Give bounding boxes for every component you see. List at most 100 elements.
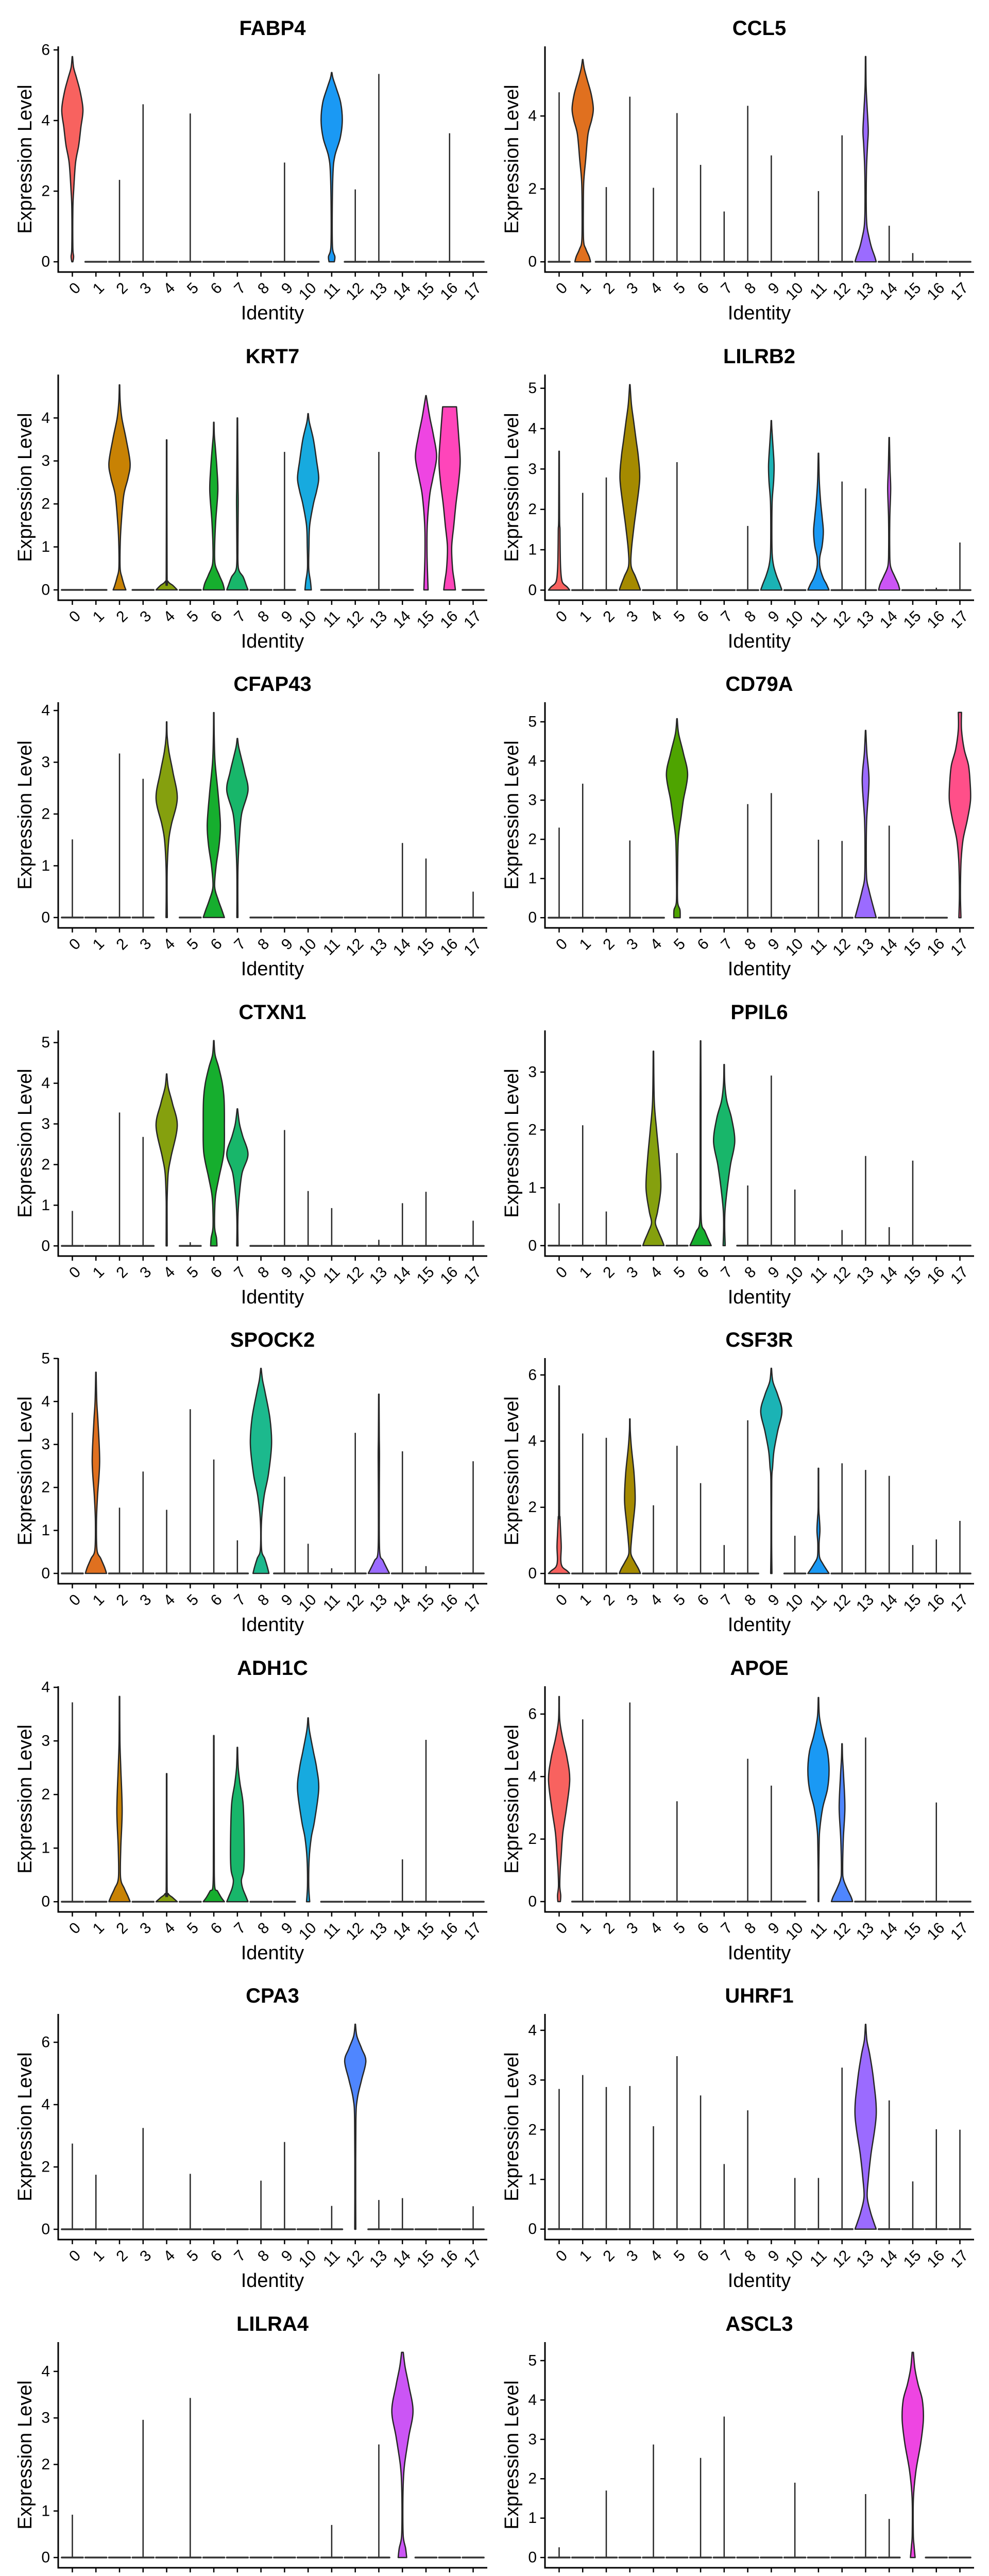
y-tick-label: 6 bbox=[41, 2034, 50, 2051]
x-tick-label: 4 bbox=[160, 607, 178, 625]
violin-body bbox=[226, 738, 249, 919]
violin-panel: LILRA40123401234567891011121314151617Ide… bbox=[14, 2313, 487, 2576]
x-tick-label: 5 bbox=[671, 2247, 689, 2265]
x-tick-label: 15 bbox=[900, 1919, 925, 1943]
x-tick-label: 10 bbox=[296, 1919, 320, 1943]
y-tick-label: 0 bbox=[41, 1565, 50, 1582]
y-tick-label: 2 bbox=[528, 180, 537, 197]
cluster-violin bbox=[736, 804, 759, 919]
x-axis-title: Identity bbox=[728, 302, 791, 324]
violin-body bbox=[712, 1063, 736, 1246]
cluster-violin bbox=[548, 1203, 571, 1247]
y-tick-label: 4 bbox=[528, 1768, 537, 1785]
x-axis-title: Identity bbox=[728, 958, 791, 980]
x-tick-label: 10 bbox=[296, 279, 320, 303]
cluster-violin bbox=[414, 858, 438, 919]
violin-body bbox=[108, 384, 131, 590]
violin-body bbox=[415, 395, 437, 590]
y-tick-label: 4 bbox=[41, 112, 50, 129]
x-tick-label: 11 bbox=[807, 1263, 830, 1286]
y-tick-label: 3 bbox=[528, 2431, 537, 2448]
cluster-violin bbox=[108, 1696, 131, 1902]
cluster-violin bbox=[830, 2067, 854, 2230]
violin-marks bbox=[548, 1696, 971, 1903]
x-tick-label: 14 bbox=[390, 2247, 414, 2271]
x-tick-label: 1 bbox=[576, 1919, 594, 1937]
x-tick-label: 13 bbox=[366, 279, 390, 303]
cluster-violin bbox=[320, 2524, 344, 2558]
x-tick-label: 17 bbox=[461, 1919, 485, 1943]
x-axis-title: Identity bbox=[241, 1942, 304, 1964]
y-axis-title: Expression Level bbox=[14, 1396, 36, 1545]
cluster-violin bbox=[760, 419, 783, 591]
cluster-violin bbox=[155, 439, 178, 590]
cluster-violin bbox=[854, 1737, 877, 1903]
cluster-violin bbox=[877, 2100, 901, 2230]
x-tick-label: 17 bbox=[947, 2247, 971, 2271]
x-tick-label: 10 bbox=[296, 2575, 320, 2576]
x-tick-label: 10 bbox=[782, 607, 807, 632]
x-tick-label: 10 bbox=[782, 1591, 807, 1615]
x-tick-label: 17 bbox=[461, 2575, 485, 2576]
x-tick-label: 14 bbox=[877, 1919, 901, 1943]
y-tick-label: 2 bbox=[41, 2456, 50, 2473]
x-axis-title: Identity bbox=[728, 631, 791, 652]
cluster-violin bbox=[736, 2110, 759, 2230]
cluster-violin bbox=[249, 2180, 272, 2230]
violin-body bbox=[297, 413, 319, 590]
x-tick-label: 5 bbox=[184, 1263, 202, 1281]
x-tick-label: 7 bbox=[231, 1263, 249, 1281]
cluster-violin bbox=[760, 1075, 783, 1247]
x-tick-label: 13 bbox=[853, 2247, 877, 2271]
x-tick-label: 0 bbox=[553, 1263, 571, 1281]
cluster-violin bbox=[273, 162, 296, 263]
cluster-violin bbox=[108, 384, 131, 590]
x-tick-label: 6 bbox=[208, 935, 226, 953]
violin-body bbox=[202, 711, 225, 919]
x-tick-label: 7 bbox=[718, 1591, 736, 1609]
cluster-violin bbox=[760, 793, 783, 919]
x-tick-label: 9 bbox=[765, 607, 783, 625]
cluster-violin bbox=[367, 1393, 390, 1574]
x-tick-label: 9 bbox=[765, 1263, 783, 1281]
x-tick-label: 13 bbox=[366, 1591, 390, 1615]
y-tick-label: 0 bbox=[41, 2221, 50, 2238]
violin-body bbox=[108, 1696, 131, 1902]
y-tick-label: 4 bbox=[528, 420, 537, 437]
violin-marks bbox=[548, 1040, 971, 1247]
x-tick-label: 8 bbox=[254, 1263, 272, 1281]
cluster-violin bbox=[438, 133, 462, 263]
cluster-violin bbox=[689, 2095, 712, 2230]
cluster-violin bbox=[297, 1717, 320, 1902]
cluster-violin bbox=[783, 2178, 807, 2230]
x-tick-label: 10 bbox=[296, 935, 320, 959]
y-tick-label: 2 bbox=[528, 501, 537, 518]
cluster-violin bbox=[925, 2129, 948, 2230]
y-tick-label: 4 bbox=[41, 409, 50, 426]
cluster-violin bbox=[594, 1211, 618, 1247]
violin-body bbox=[202, 1734, 225, 1902]
x-tick-label: 8 bbox=[741, 1591, 759, 1609]
x-tick-label: 15 bbox=[414, 607, 438, 632]
y-axis-title: Expression Level bbox=[501, 2380, 523, 2529]
y-tick-label: 6 bbox=[41, 41, 50, 58]
y-tick-label: 0 bbox=[41, 2549, 50, 2566]
cluster-violin bbox=[226, 1746, 249, 1902]
cluster-violin bbox=[367, 1239, 390, 1247]
x-tick-label: 2 bbox=[113, 1919, 131, 1937]
violin-body bbox=[760, 1367, 783, 1574]
y-tick-label: 2 bbox=[41, 1479, 50, 1496]
x-tick-label: 8 bbox=[741, 935, 759, 953]
cluster-violin bbox=[712, 211, 736, 263]
violin-marks bbox=[548, 2024, 971, 2230]
violin-body bbox=[807, 1467, 830, 1574]
panel-title: ASCL3 bbox=[725, 2313, 793, 2335]
x-tick-label: 11 bbox=[807, 935, 830, 958]
x-tick-label: 11 bbox=[807, 607, 830, 631]
cluster-violin bbox=[665, 2056, 689, 2230]
x-tick-label: 6 bbox=[694, 2247, 712, 2265]
x-tick-label: 4 bbox=[160, 1919, 178, 1937]
y-tick-label: 1 bbox=[528, 2510, 537, 2527]
x-tick-label: 1 bbox=[90, 2247, 108, 2265]
